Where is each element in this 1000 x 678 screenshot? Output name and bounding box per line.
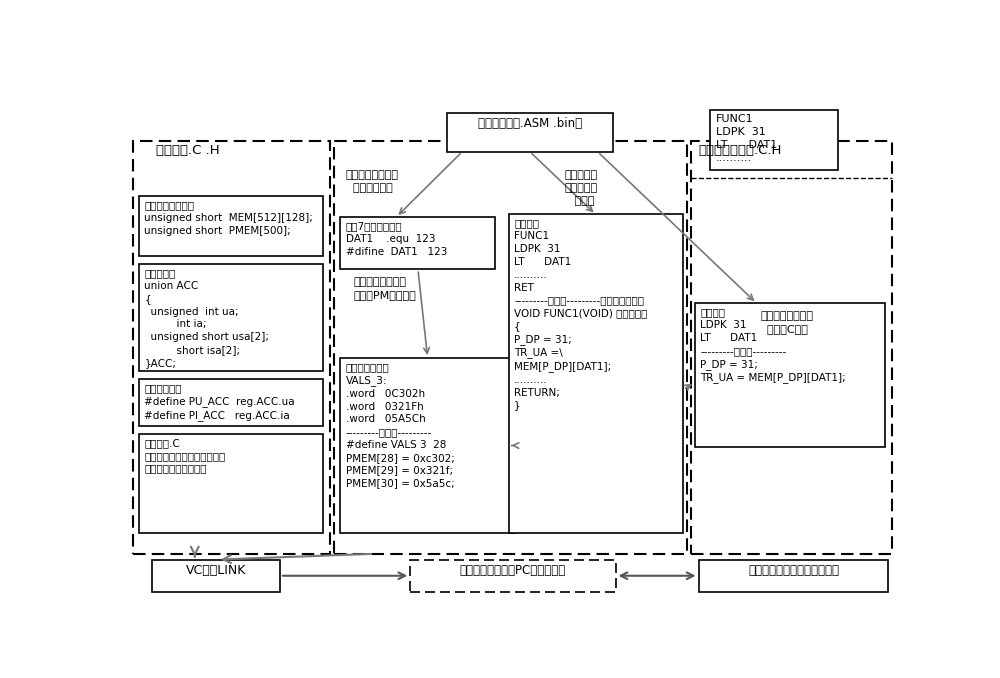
Text: 识别指令，把指令
  转换成C代码: 识别指令，把指令 转换成C代码 [761,311,814,334]
Bar [509,214,683,533]
Text: 程序区数据处理
VALS_3:
.word   0C302h
.word   0321Fh
.word   05A5Ch
---------转换后-------: 程序区数据处理 VALS_3: .word 0C302h .word 0321F… [346,362,455,488]
Bar [710,110,838,170]
Text: 外围程序，与被测件数据交互: 外围程序，与被测件数据交互 [748,563,839,577]
Bar [139,379,323,426]
Bar [334,142,687,554]
Bar [133,142,330,554]
Text: FUNC1
LDPK  31
LT      DAT1
..........: FUNC1 LDPK 31 LT DAT1 .......... [716,115,777,163]
Bar [410,559,616,592]
Text: 提取程序区中数据
放置在PM数据数组: 提取程序区中数据 放置在PM数据数组 [354,277,416,300]
Text: VC编译LINK: VC编译LINK [186,563,246,577]
Bar [139,264,323,371]
Bar [340,358,515,533]
Bar [139,434,323,533]
Bar [691,142,892,554]
Text: 识别模块，
把模块转换
   成函数: 识别模块， 把模块转换 成函数 [564,170,598,205]
Text: 寄存器宏定义
#define PU_ACC  reg.ACC.ua
#define PI_ACC   reg.ACC.ia: 寄存器宏定义 #define PU_ACC reg.ACC.ua #define… [144,383,295,420]
Text: 模块转换
FUNC1
LDPK  31
LT      DAT1
..........
RET
---------转换后---------把翻译好的代码
VOI: 模块转换 FUNC1 LDPK 31 LT DAT1 .......... RE… [514,219,647,411]
Text: 被测件源码（.ASM .bin）: 被测件源码（.ASM .bin） [478,117,582,130]
Text: 附属文件.C .H: 附属文件.C .H [156,144,220,157]
Text: 数据区程序区定义
unsigned short  MEM[512][128];
unsigned short  PMEM[500];: 数据区程序区定义 unsigned short MEM[512][128]; u… [144,201,313,236]
Bar [340,217,495,269]
Text: 可执行文件（可在PC机上运行）: 可执行文件（可在PC机上运行） [460,563,566,577]
Text: 寄存器定义
union ACC
{
  unsigned  int ua;
          int ia;
  unsigned short usa[2];: 寄存器定义 union ACC { unsigned int ua; int i… [144,268,269,368]
Bar [139,196,323,256]
Text: 识别变量地址，把
  变量定义为宏: 识别变量地址，把 变量定义为宏 [346,170,399,193]
Bar [447,113,613,152]
Bar [695,303,885,447]
Text: 翻译产生的文件.C.H: 翻译产生的文件.C.H [698,144,782,157]
Bar [152,559,280,592]
Text: 辅助程序.C
与翻译后的代码共同编译，以
便于外围环境数据交互: 辅助程序.C 与翻译后的代码共同编译，以 便于外围环境数据交互 [144,438,226,473]
Bar [698,559,888,592]
Text: 变量7位地址宏定义
DAT1    .equ  123
#difine  DAT1   123: 变量7位地址宏定义 DAT1 .equ 123 #difine DAT1 123 [346,221,447,257]
Text: 指令转换
LDPK  31
LT      DAT1
---------转换后---------
P_DP = 31;
TR_UA = MEM[P_DP][DA: 指令转换 LDPK 31 LT DAT1 ---------转换后-------… [700,307,846,383]
